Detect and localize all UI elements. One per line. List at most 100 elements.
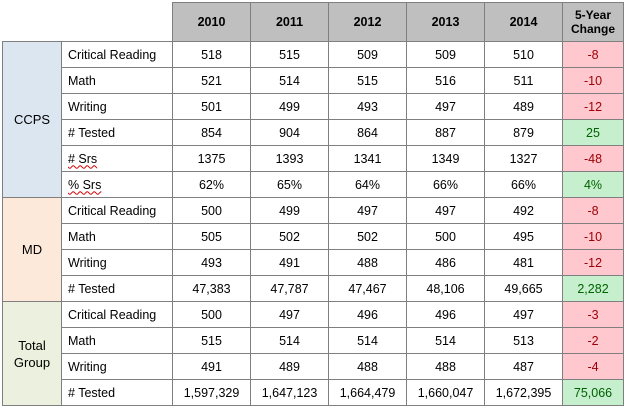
value-cell-2014: 481 [484,249,563,276]
value-cell-2010: 491 [172,353,251,380]
value-cell-2013: 497 [406,93,485,120]
value-cell-2013: 509 [406,41,485,68]
value-cell-2011: 1,647,123 [250,379,329,406]
metric-label: % Srs [68,177,102,192]
metric-label: Writing [68,255,107,270]
metric-label: Math [68,229,96,244]
five-year-change-cell: 75,066 [562,379,624,406]
metric-label: Math [68,333,96,348]
table-row: Math 521 514 515 516 511 -10 [3,67,624,94]
five-year-change-cell: -10 [562,67,624,94]
value-cell-2014: 1,672,395 [484,379,563,406]
metric-label-cell: Math [61,327,173,354]
value-cell-2013: 1349 [406,145,485,172]
metric-label: # Srs [68,151,98,166]
value-cell-2014: 49,665 [484,275,563,302]
value-cell-2012: 488 [328,353,407,380]
value-cell-2014: 489 [484,93,563,120]
value-cell-2013: 1,660,047 [406,379,485,406]
five-year-change-cell: -48 [562,145,624,172]
table-row: # Tested 47,383 47,787 47,467 48,106 49,665 2,… [3,275,624,302]
table-row: Total Group Critical Reading 500 497 496 496 4… [2,301,624,406]
year-header-2014: 2014 [484,2,563,42]
five-year-change-cell: -2 [562,327,624,354]
metric-label-cell: # Tested [61,379,173,406]
group-label-md: MD [2,197,62,302]
value-cell-2013: 887 [406,119,485,146]
five-year-change-cell: 4% [562,171,624,198]
value-cell-2011: 499 [250,197,329,224]
sat-scores-table: 2010 2011 2012 2013 2014 5-Year Change C… [2,2,624,406]
table-row: Math 515 514 514 514 513 -2 [3,327,624,354]
value-cell-2012: 493 [328,93,407,120]
value-cell-2014: 487 [484,353,563,380]
metric-label-cell: Critical Reading [61,41,173,68]
value-cell-2014: 1327 [484,145,563,172]
value-cell-2011: 514 [250,327,329,354]
value-cell-2010: 518 [172,41,251,68]
table-row: MD Critical Reading 500 499 497 497 492 -8 [2,197,624,302]
value-cell-2011: 491 [250,249,329,276]
metric-label-cell: Critical Reading [61,197,173,224]
value-cell-2010: 500 [172,197,251,224]
table-row: Writing 493 491 488 486 481 -12 [3,249,624,276]
value-cell-2012: 497 [328,197,407,224]
value-cell-2011: 515 [250,41,329,68]
value-cell-2014: 66% [484,171,563,198]
value-cell-2014: 513 [484,327,563,354]
value-cell-2010: 47,383 [172,275,251,302]
metric-label-cell: Math [61,223,173,250]
value-cell-2011: 489 [250,353,329,380]
table-row: # Tested 854 904 864 887 879 25 [3,119,624,146]
value-cell-2010: 493 [172,249,251,276]
header-blank-corner [2,2,173,42]
value-cell-2013: 497 [406,197,485,224]
value-cell-2012: 496 [328,301,407,328]
value-cell-2010: 1375 [172,145,251,172]
five-year-change-header: 5-Year Change [562,2,624,42]
metric-label-cell: Writing [61,249,173,276]
value-cell-2011: 47,787 [250,275,329,302]
value-cell-2010: 854 [172,119,251,146]
value-cell-2011: 904 [250,119,329,146]
value-cell-2012: 1,664,479 [328,379,407,406]
value-cell-2012: 515 [328,67,407,94]
table-row: % Srs 62% 65% 64% 66% 66% 4% [3,171,624,198]
value-cell-2010: 505 [172,223,251,250]
metric-label: Writing [68,99,107,114]
value-cell-2012: 64% [328,171,407,198]
table-row: # Tested 1,597,329 1,647,123 1,664,479 1,660… [3,379,624,406]
value-cell-2012: 1341 [328,145,407,172]
value-cell-2013: 486 [406,249,485,276]
metric-label-cell: # Tested [61,119,173,146]
metric-label: Critical Reading [68,47,157,62]
five-year-change-cell: -3 [562,301,624,328]
value-cell-2013: 500 [406,223,485,250]
value-cell-2013: 66% [406,171,485,198]
value-cell-2011: 514 [250,67,329,94]
value-cell-2011: 499 [250,93,329,120]
value-cell-2011: 502 [250,223,329,250]
metric-label: Critical Reading [68,307,157,322]
metric-label: Math [68,73,96,88]
five-year-change-cell: 25 [562,119,624,146]
value-cell-2012: 864 [328,119,407,146]
value-cell-2011: 1393 [250,145,329,172]
year-header-2010: 2010 [172,2,251,42]
metric-label-cell: # Srs [61,145,173,172]
five-year-change-cell: -4 [562,353,624,380]
value-cell-2013: 488 [406,353,485,380]
five-year-change-cell: 2,282 [562,275,624,302]
value-cell-2013: 496 [406,301,485,328]
value-cell-2014: 510 [484,41,563,68]
five-year-change-cell: -12 [562,93,624,120]
value-cell-2014: 495 [484,223,563,250]
metric-label: # Tested [68,281,116,296]
value-cell-2013: 514 [406,327,485,354]
value-cell-2013: 516 [406,67,485,94]
value-cell-2012: 502 [328,223,407,250]
header-row: 2010 2011 2012 2013 2014 5-Year Change [2,2,624,42]
metric-label: # Tested [68,385,116,400]
table-row: Math 505 502 502 500 495 -10 [3,223,624,250]
table-row: Writing 501 499 493 497 489 -12 [3,93,624,120]
